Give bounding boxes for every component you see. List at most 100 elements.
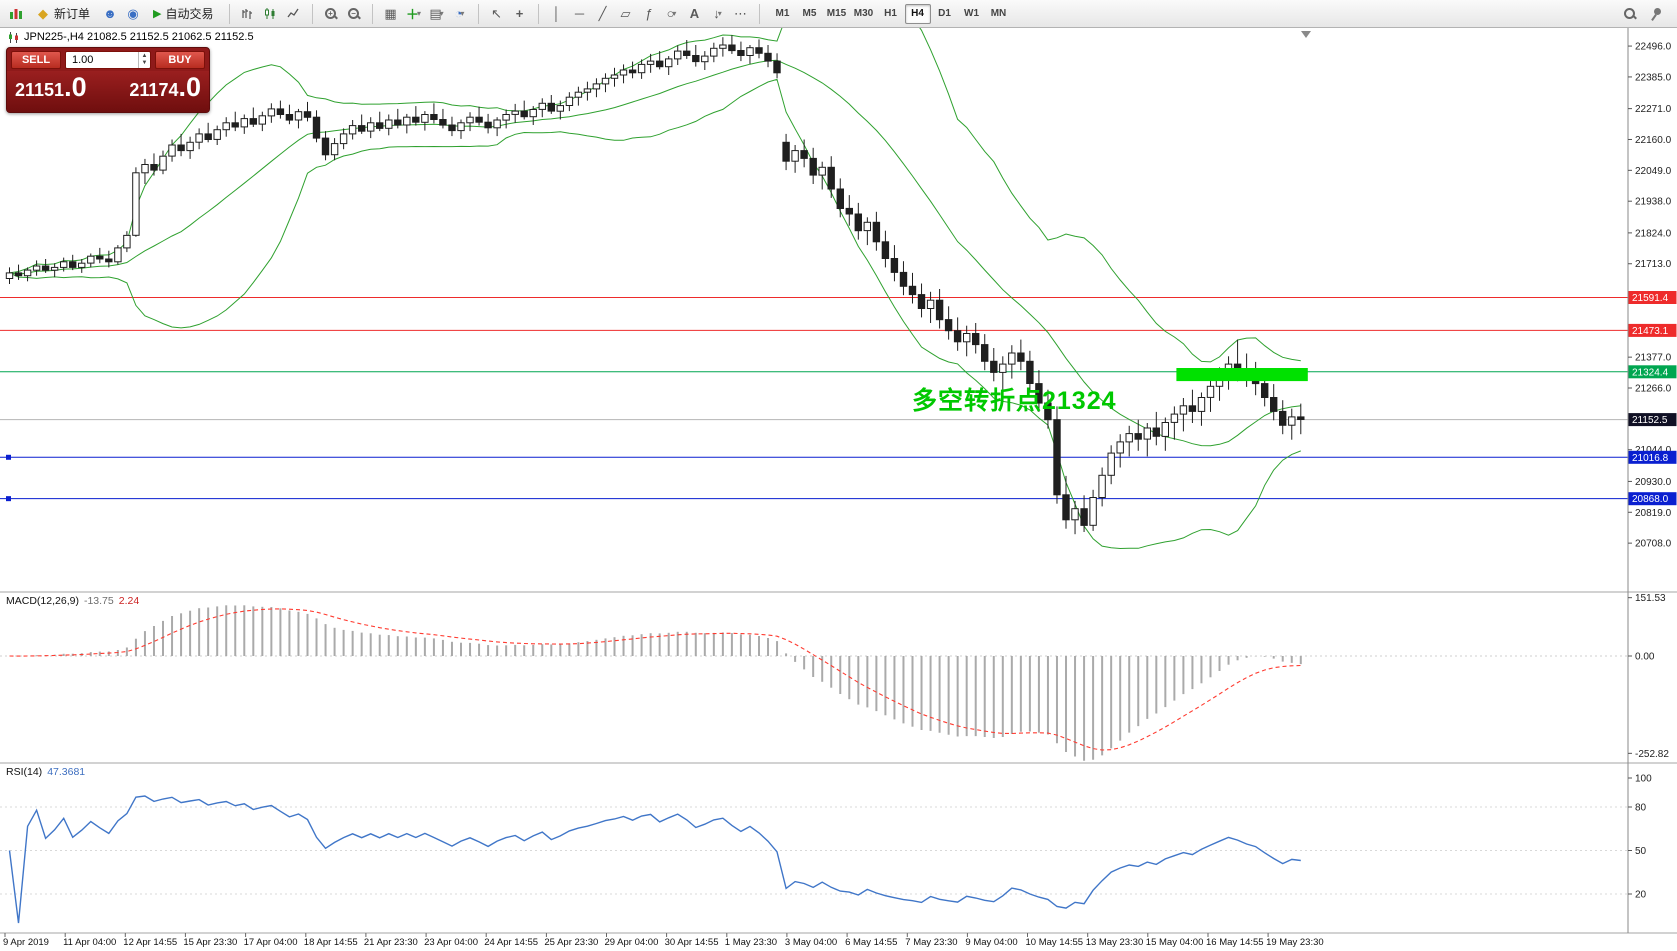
volume-decrease-button[interactable]: ▼ [141,60,148,66]
axis-tick-label: 21044.0 [1635,445,1672,456]
line-chart-button[interactable] [284,4,304,24]
time-axis-label: 18 Apr 14:55 [304,937,358,948]
period-clock-button[interactable]: ◔ ▾ [454,6,465,21]
arrow-tool-button[interactable]: ↓ ▾ [713,6,722,21]
axis-tick-label: 20 [1635,890,1647,901]
chevron-down-icon: ▾ [460,9,465,18]
mini-candle-chart-icon [10,8,22,19]
bar-chart-button[interactable] [238,4,258,24]
timeframe-button-w1[interactable]: W1 [959,4,985,24]
candlestick-chart-button[interactable] [261,4,281,24]
time-axis-label: 19 May 23:30 [1266,937,1324,948]
hline-anchor[interactable] [6,454,11,460]
volume-increase-button[interactable]: ▲ [141,53,148,59]
axis-tick-label: 21938.0 [1635,197,1672,208]
cursor-button[interactable]: ↖ [491,5,502,21]
level-price-box-label: 21324.4 [1632,367,1669,378]
new-order-button[interactable]: ◆ 新订单 [29,3,97,25]
fibonacci-tool-button[interactable]: ƒ [644,6,653,21]
timeframe-button-m30[interactable]: M30 [851,4,877,24]
timeframe-button-m15[interactable]: M15 [824,4,850,24]
axis-tick-label: 21713.0 [1635,259,1672,270]
timeframe-button-mn[interactable]: MN [986,4,1012,24]
highlight-rectangle[interactable] [1176,368,1308,382]
level-price-box [1628,323,1677,337]
time-axis-label: 3 May 04:00 [785,937,837,948]
hline-anchor[interactable] [6,496,11,502]
macd-value: -13.75 [83,595,114,607]
rsi-pane-label: RSI(14) 47.3681 [6,766,85,778]
time-axis-label: 9 May 04:00 [965,937,1017,948]
timeframe-button-h1[interactable]: H1 [878,4,904,24]
timeframe-button-h4[interactable]: H4 [904,3,931,24]
vertical-line-tool-button[interactable]: │ [552,6,561,21]
time-axis-label: 16 May 14:55 [1206,937,1264,948]
search-button[interactable] [1619,4,1639,24]
pane-separators [0,591,1677,934]
timeframe-button-d1[interactable]: D1 [932,4,958,24]
channel-tool-button[interactable]: ▱ [620,5,631,21]
axis-tick-label: 22385.0 [1635,72,1672,83]
sell-button[interactable]: SELL [11,51,61,69]
time-axis[interactable]: 9 Apr 2019 11 Apr 04:00 12 Apr 14:55 15 Apr… [3,933,1324,948]
symbol-ohlc-text: JPN225-,H4 21082.5 21152.5 21062.5 21152… [24,31,254,43]
time-axis-label: 11 Apr 04:00 [63,937,116,948]
pin-button[interactable] [1647,4,1667,24]
chart-annotation-text[interactable]: 多空转折点21324 [912,387,1117,415]
buy-button[interactable]: BUY [155,51,205,69]
zoom-out-icon: − [348,8,359,19]
time-axis-label: 30 Apr 14:55 [665,937,719,948]
level-price-box-label: 20868.0 [1632,494,1669,505]
axis-tick-label: 80 [1635,803,1647,814]
timeframe-button-m5[interactable]: M5 [797,4,823,24]
level-price-box [1628,492,1677,506]
chart-window-icon[interactable] [6,4,26,24]
text-tool-button[interactable]: A [689,6,700,21]
horizontal-line-tool-button[interactable]: ─ [574,6,585,21]
level-price-box-label: 21591.4 [1632,293,1669,304]
current-price-box [1628,413,1677,427]
auto-trading-button[interactable]: ▶ 自动交易 [146,3,220,25]
crosshair-button[interactable]: + [515,6,524,21]
timeframe-button-m1[interactable]: M1 [770,4,796,24]
search-icon [1623,8,1635,19]
indicators-button[interactable]: ＋ ▾ [405,7,422,22]
one-click-trading-panel: SELL ▲ ▼ BUY 21151.0 21174.0 [6,47,210,113]
zoom-in-button[interactable]: + [321,4,341,24]
axis-tick-label: 22160.0 [1635,135,1672,146]
chevron-down-icon: ▾ [439,9,444,18]
sell-price[interactable]: 21151.0 [15,72,87,102]
volume-input[interactable] [66,52,150,68]
macd-signal-value: 2.24 [118,595,140,607]
symbol-candle-icon [9,31,18,43]
axis-tick-label: 50 [1635,846,1647,857]
zoom-out-button[interactable]: − [344,4,364,24]
profile-icon[interactable]: ☻ [103,6,117,21]
current-price-box-label: 21152.5 [1632,415,1668,426]
axis-tick-label: -252.82 [1635,749,1669,760]
trendline-tool-button[interactable]: ╱ [598,5,607,21]
axis-tick-label: 21266.0 [1635,384,1672,395]
time-axis-label: 29 Apr 04:00 [605,937,659,948]
new-order-label: 新订单 [54,7,91,21]
chevron-down-icon: ▾ [417,9,422,18]
chevron-down-icon: ▾ [717,9,722,18]
rsi-value: 47.3681 [47,766,86,778]
toolbar-separator [228,3,230,24]
macd-pane [0,605,1628,761]
zoom-in-icon: + [325,8,336,19]
level-price-box-label: 21016.8 [1632,453,1669,464]
chart-shift-marker[interactable] [1301,31,1311,38]
auto-trading-label: 自动交易 [165,7,214,21]
shapes-tool-button[interactable]: ○ ▾ [666,6,677,21]
more-tools-button[interactable]: ⋯ [734,5,747,21]
price-level-lines[interactable] [0,297,1628,502]
rsi-line [8,795,1301,924]
help-icon[interactable]: ◉ [127,5,139,21]
buy-price[interactable]: 21174.0 [129,72,201,102]
templates-button[interactable]: ▤ ▾ [429,5,444,21]
time-axis-label: 10 May 14:55 [1026,937,1084,948]
axis-tick-label: 22271.0 [1635,104,1672,115]
tile-windows-button[interactable]: ▦ [384,5,397,21]
trade-panel-controls: SELL ▲ ▼ BUY [7,48,209,71]
